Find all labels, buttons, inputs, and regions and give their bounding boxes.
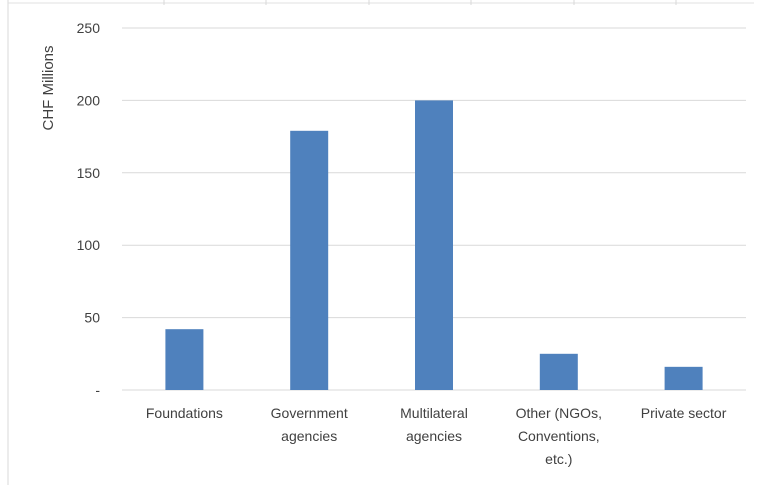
y-tick-label: 250 (77, 20, 101, 36)
bar (165, 329, 204, 390)
y-tick-label: 150 (77, 165, 101, 181)
x-tick-label: Private sector (641, 405, 727, 421)
bar (539, 353, 578, 390)
x-axis-ticks: Foundations Government agencies Multilatera… (146, 405, 727, 467)
y-axis-ticks: - 50 100 150 200 250 (77, 20, 101, 398)
bar (664, 366, 703, 390)
x-tick-label: Other (NGOs, Conventions, etc.) (516, 405, 602, 467)
y-tick-label: - (95, 382, 100, 398)
y-axis-label: CHF Millions (40, 45, 57, 130)
chart-frame (7, 0, 754, 485)
bar (290, 130, 329, 391)
bars (165, 100, 703, 391)
y-tick-label: 200 (77, 92, 101, 108)
y-tick-label: 100 (77, 237, 101, 253)
y-tick-label: 50 (84, 310, 100, 326)
x-tick-label: Government agencies (271, 405, 348, 444)
x-tick-label: Multilateral agencies (400, 405, 468, 444)
x-tick-label: Foundations (146, 405, 223, 421)
bar (415, 100, 453, 391)
